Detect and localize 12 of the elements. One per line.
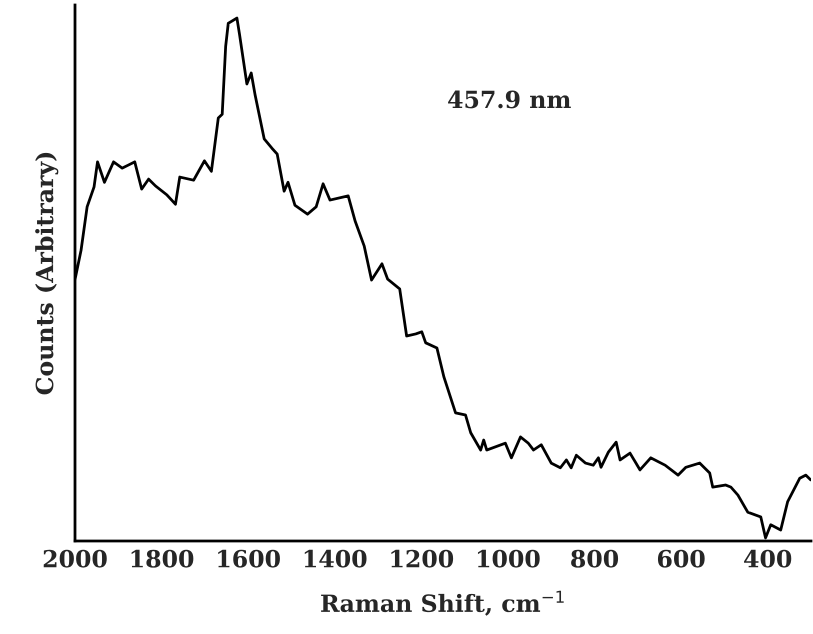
x-tick-label: 1000 (478, 550, 540, 568)
annotation: 457.9 nm (448, 90, 571, 108)
x-tick-label: 1200 (391, 550, 454, 568)
x-axis-title: Raman Shift, cm$^{−1}$ (321, 590, 564, 616)
x-tick-label: 1600 (218, 550, 280, 568)
x-tick-label: 800 (571, 550, 618, 568)
x-tick-label: 2000 (44, 550, 107, 568)
x-tick-label: 400 (744, 550, 792, 568)
x-tick-label: 1800 (132, 550, 194, 568)
x-tick-label: 600 (658, 550, 705, 568)
x-tick-label: 1400 (304, 550, 367, 568)
y-axis-title: Counts (Arbitrary) (35, 152, 58, 394)
